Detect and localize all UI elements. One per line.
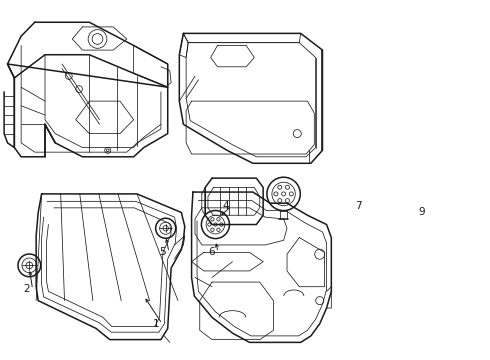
Text: 2: 2 xyxy=(24,284,30,294)
Text: 6: 6 xyxy=(209,247,215,257)
Text: 1: 1 xyxy=(153,319,159,329)
Text: 7: 7 xyxy=(355,201,362,211)
Text: 4: 4 xyxy=(222,201,229,211)
Text: 5: 5 xyxy=(160,247,166,257)
Text: 9: 9 xyxy=(418,207,425,217)
